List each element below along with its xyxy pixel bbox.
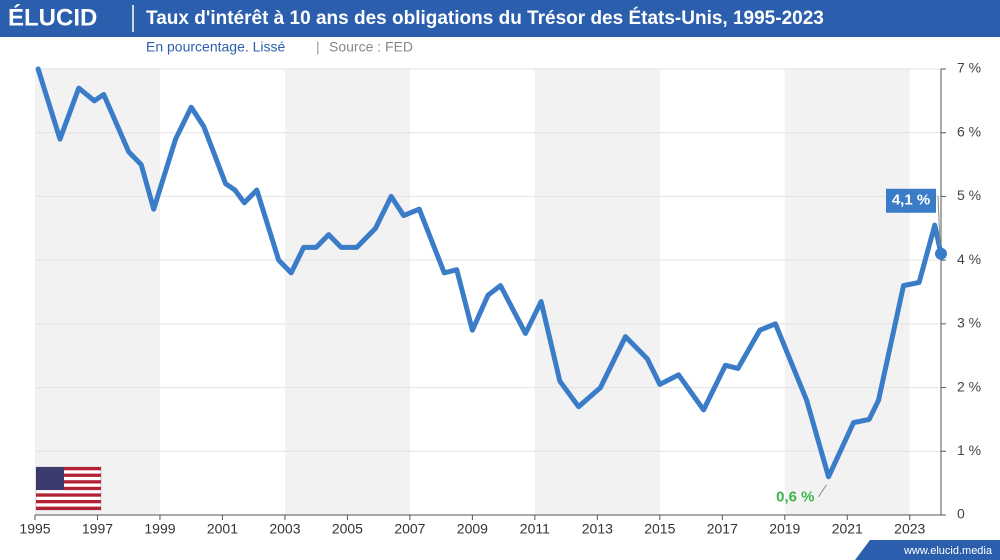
chart-source: Source : FED: [329, 39, 413, 55]
x-tick-label: 2021: [832, 521, 863, 537]
header-bar: [0, 0, 1000, 37]
x-tick-label: 1995: [19, 521, 50, 537]
background-band: [784, 69, 910, 515]
annotation: 4,1 %: [892, 192, 930, 209]
y-tick-label: 4 %: [957, 251, 981, 267]
x-tick-label: 2013: [582, 521, 613, 537]
x-tick-label: 2001: [207, 521, 238, 537]
x-tick-label: 2011: [520, 521, 550, 537]
separator: |: [316, 39, 320, 55]
background-band: [284, 69, 410, 515]
x-tick-label: 2003: [269, 521, 300, 537]
x-tick-label: 2019: [769, 521, 800, 537]
x-tick-label: 1997: [82, 521, 113, 537]
x-tick-label: 2007: [394, 521, 425, 537]
x-tick-label: 2015: [644, 521, 675, 537]
annotation: 0,6 %: [776, 489, 814, 506]
flag: [35, 466, 102, 511]
y-tick-label: 1 %: [957, 442, 981, 458]
data-line: [35, 66, 944, 480]
y-tick-label: 7 %: [957, 60, 981, 76]
x-tick-label: 1999: [144, 521, 175, 537]
chart-subtitle: En pourcentage. Lissé: [146, 39, 286, 55]
footer-ribbon: [855, 540, 1000, 560]
x-tick-label: 2023: [894, 521, 925, 537]
y-tick-label: 0: [957, 506, 965, 522]
x-tick-label: 2005: [332, 521, 363, 537]
brand-logo: ÉLUCID: [8, 3, 97, 31]
plot-area: 0 1 % 2 % 3 % 4 % 5 % 6 % 7 % 1995 1997 1999 2001 20…: [19, 60, 981, 537]
x-tick-label: 2009: [457, 521, 488, 537]
y-tick-label: 3 %: [957, 315, 981, 331]
y-tick-label: 2 %: [957, 378, 981, 394]
y-tick-label: 5 %: [957, 187, 981, 203]
annotation-box: [886, 188, 936, 213]
end-point: [935, 247, 947, 260]
background-band: [534, 69, 660, 515]
y-tick-label: 6 %: [957, 123, 981, 139]
website: www.elucid.media: [903, 545, 993, 557]
annotation-leader: [937, 195, 941, 246]
background-band: [35, 69, 160, 515]
chart-title: Taux d'intérêt à 10 ans des obligations …: [146, 7, 824, 29]
x-tick-label: 2017: [707, 521, 738, 537]
annotation-leader: [818, 484, 827, 498]
